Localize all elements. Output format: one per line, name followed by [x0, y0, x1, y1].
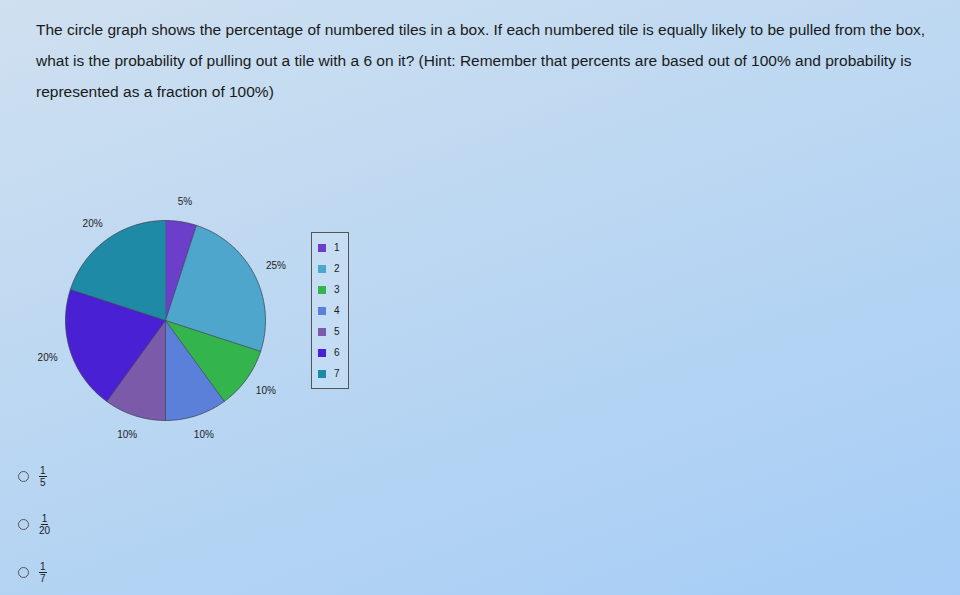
html-text:1: 1 — [40, 560, 46, 572]
html-text:2: 2 — [334, 263, 340, 274]
html-text:4: 4 — [334, 305, 340, 316]
svg-text:10%: 10% — [256, 385, 276, 396]
html-text:20: 20 — [39, 524, 51, 536]
html-text:5: 5 — [334, 326, 340, 337]
html-text:7: 7 — [334, 368, 340, 379]
html-text:3: 3 — [334, 284, 340, 295]
svg-text:10%: 10% — [194, 429, 214, 440]
html-text:1: 1 — [334, 242, 340, 253]
html-text:5: 5 — [40, 476, 46, 488]
html-text:The circle graph shows the per: The circle graph shows the percentage of… — [36, 21, 926, 100]
html-text:1: 1 — [41, 512, 48, 524]
html-text:7: 7 — [40, 572, 46, 584]
html-text:1: 1 — [40, 464, 46, 476]
svg-text:25%: 25% — [266, 260, 286, 271]
svg-text:20%: 20% — [38, 352, 58, 363]
svg-text:5%: 5% — [178, 196, 193, 207]
svg-text:20%: 20% — [83, 218, 103, 229]
html-text:6: 6 — [334, 347, 340, 358]
svg-text:10%: 10% — [117, 429, 137, 440]
